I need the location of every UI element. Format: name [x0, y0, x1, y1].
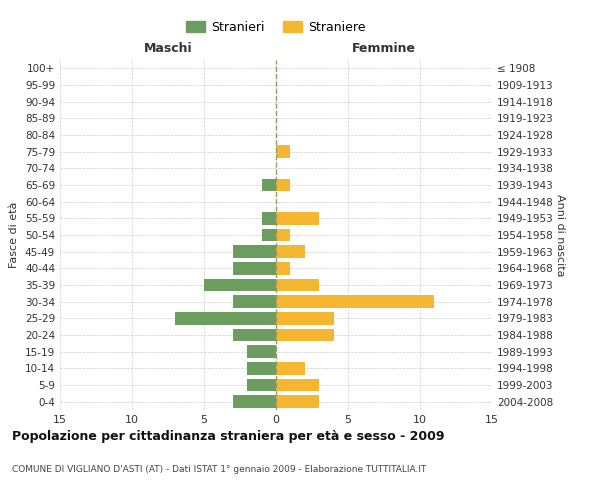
Text: Femmine: Femmine [352, 42, 416, 55]
Bar [276, 179, 290, 192]
Bar [233, 262, 276, 274]
Text: Maschi: Maschi [143, 42, 193, 55]
Bar [276, 396, 319, 408]
Legend: Stranieri, Straniere: Stranieri, Straniere [182, 18, 370, 38]
Bar [233, 296, 276, 308]
Bar [276, 279, 319, 291]
Bar [276, 362, 305, 374]
Bar [175, 312, 276, 324]
Bar [262, 212, 276, 224]
Bar [247, 379, 276, 391]
Bar [276, 229, 290, 241]
Bar [276, 246, 305, 258]
Bar [233, 329, 276, 341]
Bar [247, 346, 276, 358]
Text: COMUNE DI VIGLIANO D'ASTI (AT) - Dati ISTAT 1° gennaio 2009 - Elaborazione TUTTI: COMUNE DI VIGLIANO D'ASTI (AT) - Dati IS… [12, 465, 427, 474]
Bar [276, 329, 334, 341]
Bar [262, 179, 276, 192]
Text: Popolazione per cittadinanza straniera per età e sesso - 2009: Popolazione per cittadinanza straniera p… [12, 430, 445, 443]
Bar [233, 246, 276, 258]
Bar [276, 146, 290, 158]
Y-axis label: Anni di nascita: Anni di nascita [555, 194, 565, 276]
Bar [276, 379, 319, 391]
Bar [233, 396, 276, 408]
Bar [276, 262, 290, 274]
Bar [276, 296, 434, 308]
Bar [262, 229, 276, 241]
Bar [247, 362, 276, 374]
Bar [276, 212, 319, 224]
Bar [204, 279, 276, 291]
Y-axis label: Fasce di età: Fasce di età [10, 202, 19, 268]
Bar [276, 312, 334, 324]
